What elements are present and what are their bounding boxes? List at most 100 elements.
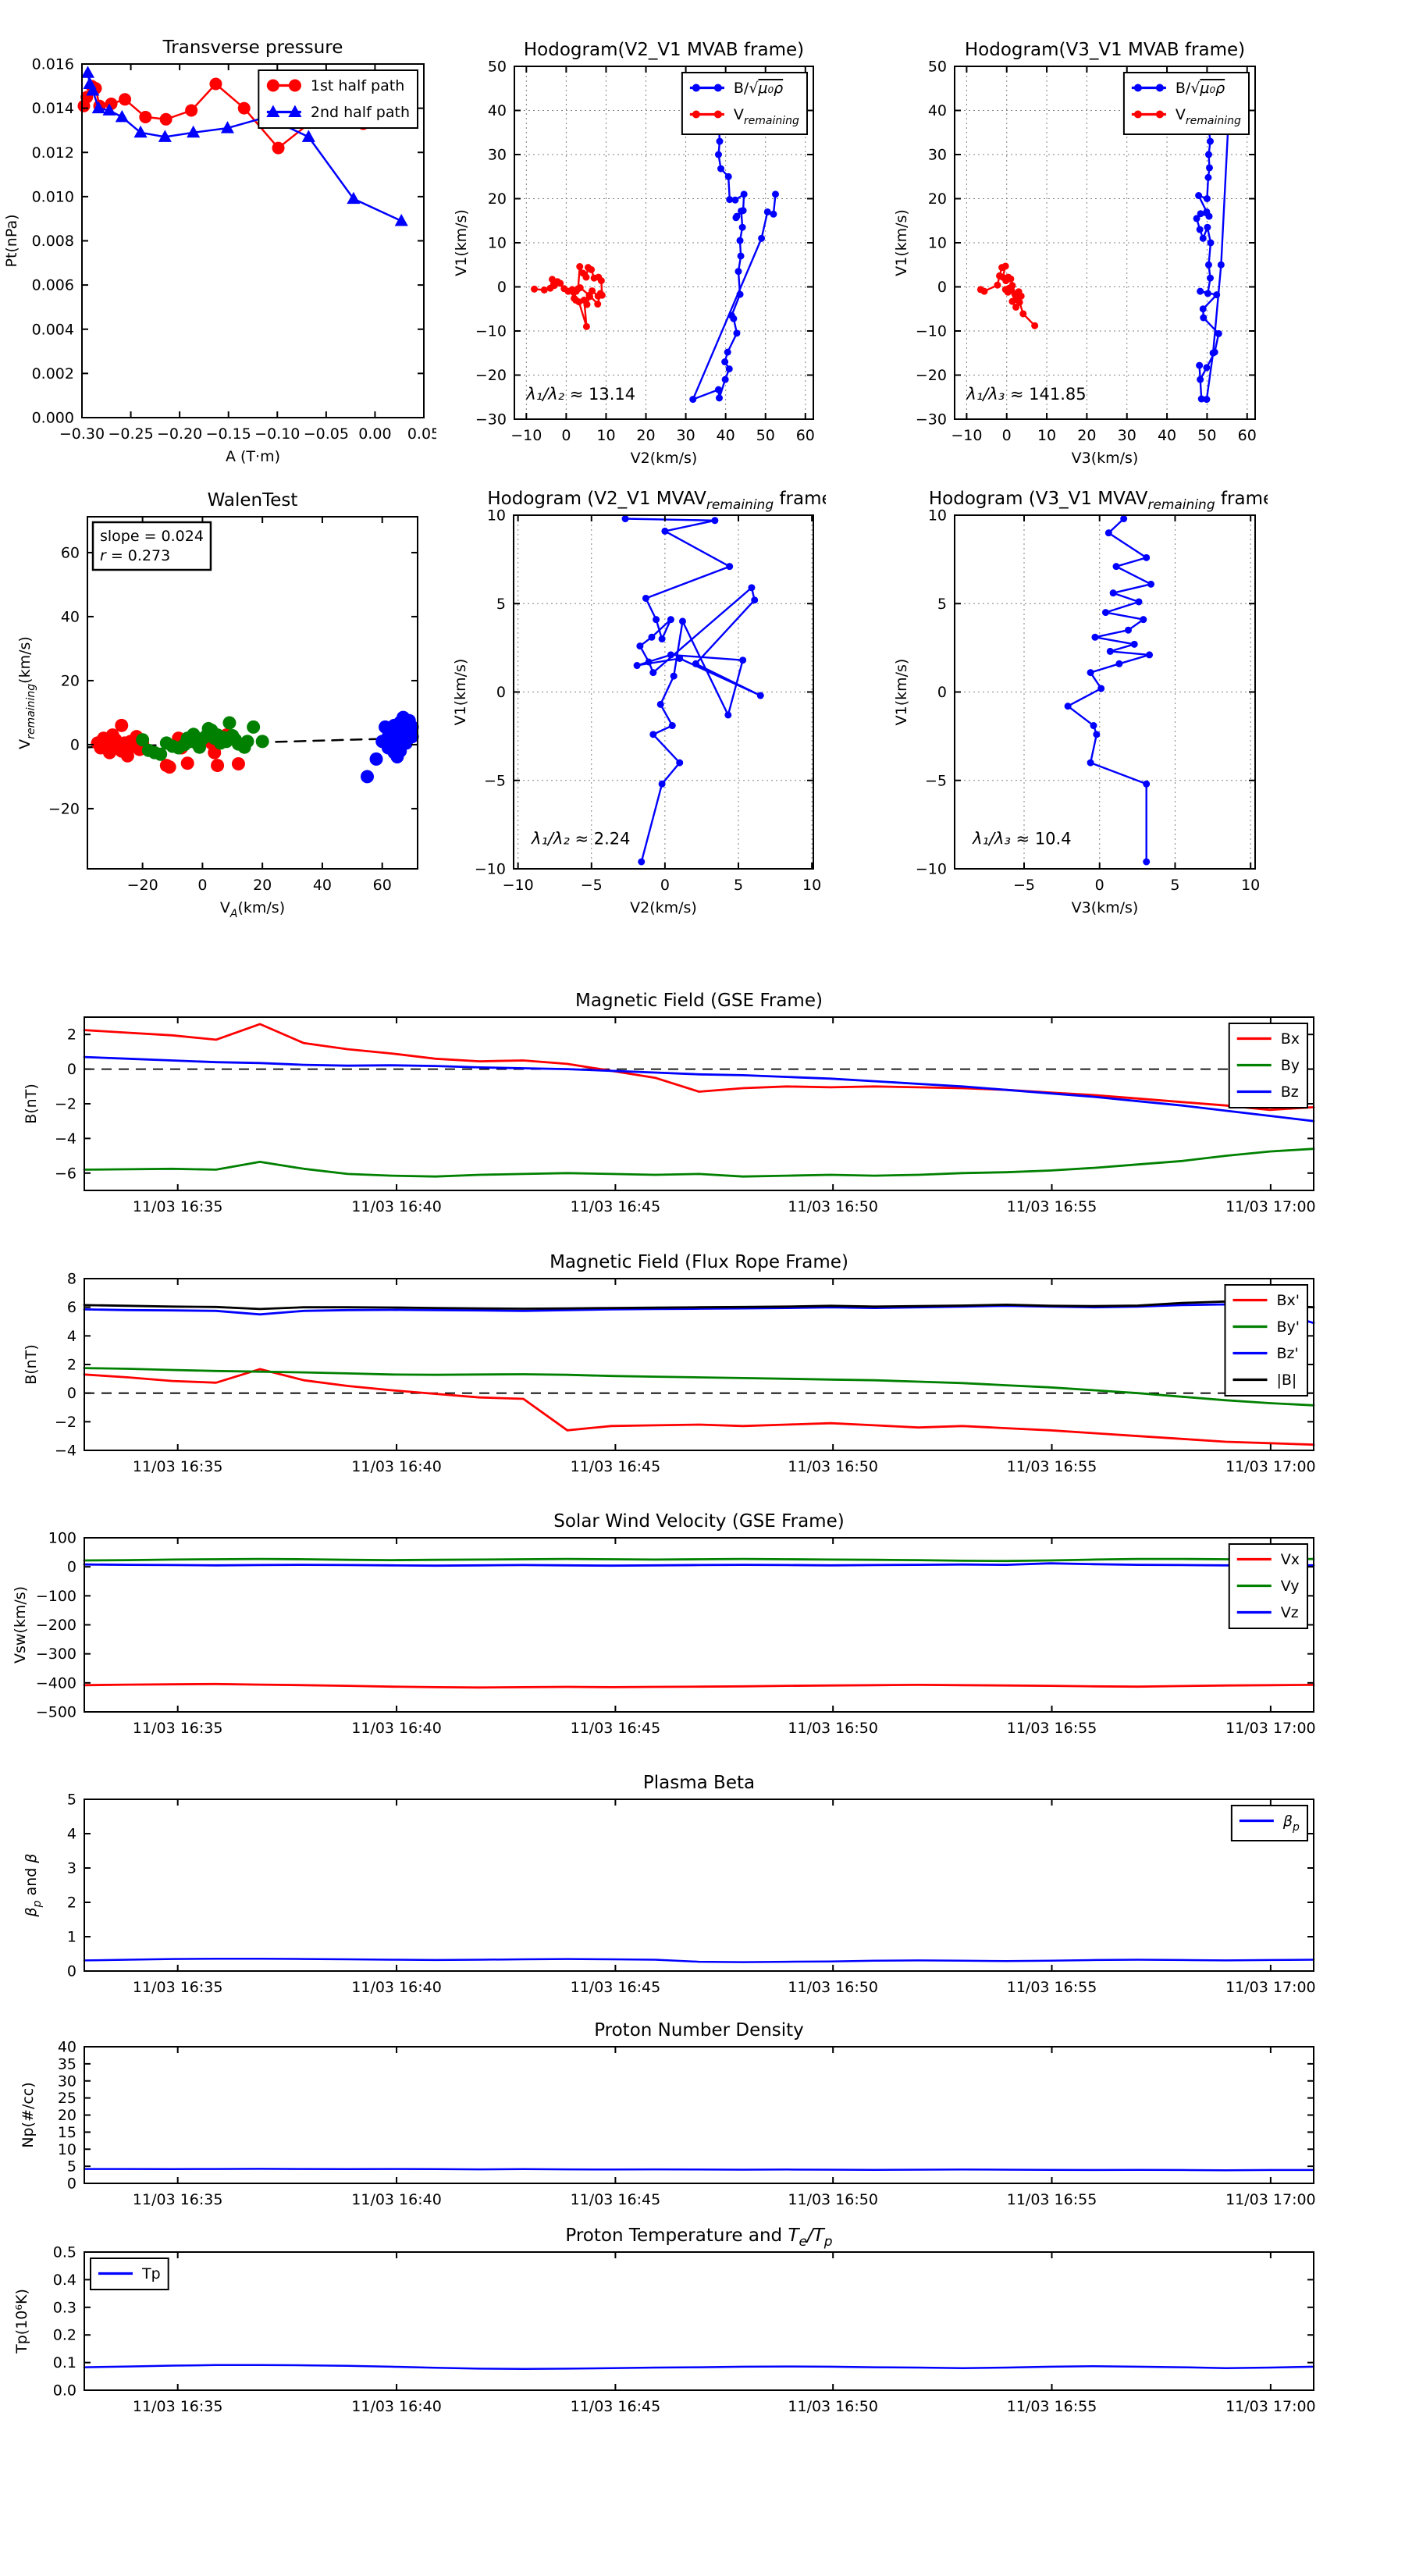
- tick-labels: −5 0 5 10 −10 −5 0 5 10: [916, 507, 1260, 895]
- proton-number-density-chart: 11/03 16:35 11/03 16:40 11/03 16:45 11/03 1…: [2, 2009, 1326, 2236]
- point-marker: [738, 223, 746, 231]
- point-marker: [1200, 314, 1208, 322]
- point-marker: [1217, 261, 1225, 269]
- x-tick-label: 10: [596, 427, 615, 444]
- y-tick-label: 5: [937, 596, 947, 613]
- series-cluster-blue: [361, 710, 419, 784]
- x-tick-label: 11/03 17:00: [1225, 1458, 1316, 1475]
- legend-label: B/√μ₀ρ: [734, 80, 783, 97]
- point-marker: [1130, 640, 1138, 648]
- point-marker: [557, 279, 564, 287]
- x-axis-label: VA(km/s): [220, 899, 285, 919]
- point-marker: [1017, 292, 1025, 300]
- x-tick-label: 11/03 16:50: [788, 2398, 878, 2415]
- y-tick-label: 0: [67, 1963, 76, 1980]
- point-marker: [266, 79, 279, 92]
- y-tick-label: −5: [925, 772, 947, 789]
- point-marker: [1104, 529, 1112, 537]
- point-marker: [771, 190, 779, 198]
- y-tick-label: 10: [928, 507, 947, 525]
- triangle-marker: [115, 109, 129, 123]
- y-tick-label: 0.5: [53, 2244, 76, 2261]
- point-marker: [1019, 310, 1027, 318]
- series-By: [83, 1147, 1315, 1178]
- x-tick-label: 11/03 16:35: [133, 2191, 223, 2208]
- y-tick-label: −4: [55, 1130, 76, 1147]
- y-tick-label: 0.016: [32, 56, 74, 73]
- point-marker: [1135, 598, 1143, 606]
- tick-labels: −10 0 10 20 30 40 50 60 −30 −20 −10 0 10 20 30 40 50: [475, 59, 815, 445]
- point-marker: [209, 77, 222, 91]
- x-axis-label: V3(km/s): [1072, 450, 1139, 467]
- series-fit-line: [87, 737, 417, 749]
- magnetic-field-gse-chart: 11/03 16:35 11/03 16:40 11/03 16:45 11/03 1…: [2, 980, 1326, 1244]
- point-marker: [1205, 212, 1213, 220]
- point-marker: [1097, 685, 1105, 692]
- y-axis-label: Np(#/cc): [20, 2082, 37, 2147]
- x-tick-label: 11/03 16:40: [351, 2191, 442, 2208]
- y-tick-label: 50: [488, 59, 507, 76]
- point-marker: [649, 669, 657, 677]
- hodogram-v3v1-mvab-plot: −10 0 10 20 30 40 50 60 −30 −20 −10 0 10 20 30 40 50 Hodo…: [893, 40, 1257, 467]
- y-tick-label: −2: [55, 1096, 76, 1113]
- x-tick-label: 30: [1118, 427, 1136, 444]
- series-v-path: [621, 515, 764, 866]
- x-tick-label: 11/03 16:55: [1007, 2398, 1097, 2415]
- x-tick-label: 0: [1002, 427, 1012, 444]
- ticks: [84, 1278, 1314, 1451]
- x-tick-label: −0.30: [59, 425, 105, 443]
- x-tick-label: −10: [503, 877, 534, 894]
- x-tick-label: 10: [1241, 877, 1260, 894]
- point-marker: [980, 287, 988, 295]
- x-tick-label: 0.05: [407, 425, 436, 443]
- x-tick-label: 11/03 16:45: [571, 2191, 661, 2208]
- stats-box: slope = 0.024 r = 0.273: [91, 521, 212, 571]
- x-tick-label: 11/03 16:45: [571, 1198, 661, 1215]
- point-marker: [633, 662, 641, 670]
- point-marker: [736, 237, 744, 244]
- point-marker: [247, 720, 261, 734]
- point-marker: [730, 315, 738, 322]
- x-tick-label: 11/03 16:40: [351, 1458, 442, 1475]
- point-marker: [721, 375, 729, 383]
- ticks: [84, 1537, 1314, 1713]
- tick-labels: 11/03 16:35 11/03 16:40 11/03 16:45 11/03 1…: [53, 2244, 1316, 2416]
- legend-label: |B|: [1276, 1372, 1297, 1389]
- ticks: [84, 2046, 1314, 2184]
- y-tick-label: −4: [55, 1443, 76, 1460]
- y-tick-label: 0.000: [32, 410, 74, 427]
- point-marker: [120, 749, 134, 763]
- y-tick-label: 5: [67, 1791, 76, 1809]
- y-axis-label: V1(km/s): [452, 659, 469, 726]
- x-tick-label: 11/03 16:45: [571, 1720, 661, 1737]
- legend-label: Vx: [1281, 1551, 1300, 1568]
- y-tick-label: 20: [928, 190, 947, 208]
- point-marker: [668, 722, 676, 730]
- point-marker: [582, 273, 590, 281]
- y-tick-label: −20: [48, 800, 80, 817]
- point-marker: [136, 733, 150, 747]
- point-marker: [621, 515, 629, 523]
- y-axis-label: Tp(10⁶K): [13, 2289, 30, 2354]
- y-tick-label: −2: [55, 1414, 76, 1431]
- triangle-marker: [220, 121, 235, 133]
- tick-labels: 11/03 16:35 11/03 16:40 11/03 16:45 11/03 1…: [67, 1791, 1316, 1997]
- ticks: [955, 66, 1255, 420]
- y-tick-label: −400: [36, 1674, 76, 1692]
- x-tick-label: 0: [1095, 877, 1104, 894]
- x-tick-label: 11/03 16:45: [571, 2398, 661, 2415]
- y-tick-label: −500: [36, 1704, 76, 1721]
- point-marker: [1147, 580, 1155, 588]
- point-marker: [726, 196, 734, 204]
- y-tick-label: 6: [67, 1299, 76, 1316]
- y-axis-label: V1(km/s): [893, 209, 910, 276]
- point-marker: [1204, 223, 1211, 231]
- point-marker: [1016, 298, 1023, 306]
- y-tick-label: 0: [70, 736, 80, 753]
- x-tick-label: 10: [802, 877, 821, 894]
- point-marker: [658, 635, 666, 643]
- x-tick-label: −20: [127, 877, 158, 894]
- point-marker: [531, 285, 539, 293]
- legend-label: Bx': [1276, 1292, 1300, 1309]
- point-marker: [740, 190, 748, 198]
